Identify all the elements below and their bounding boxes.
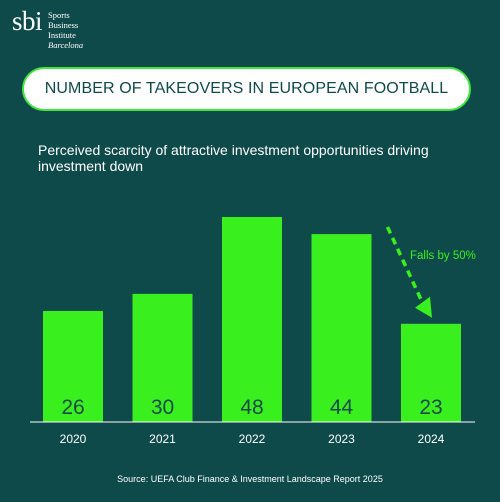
bar-2022	[222, 217, 282, 422]
value-label-2024: 23	[419, 396, 442, 419]
bar-2021	[132, 293, 193, 422]
value-label-2022: 48	[240, 396, 263, 419]
value-label-2023: 44	[330, 396, 354, 419]
category-label-2024: 2024	[418, 432, 445, 446]
logo-line-business: Business	[48, 20, 79, 30]
annotation-label: Falls by 50%	[410, 250, 476, 262]
logo-line-institute: Institute	[48, 30, 76, 40]
category-label-2023: 2023	[328, 432, 355, 446]
logo-mark: sbi	[12, 6, 43, 36]
value-label-2020: 26	[61, 396, 84, 419]
chart-subtitle: Perceived scarcity of attractive investm…	[38, 142, 429, 174]
chart-title: NUMBER OF TAKEOVERS IN EUROPEAN FOOTBALL	[44, 80, 449, 97]
value-label-2021: 30	[151, 396, 174, 419]
logo-text: Sports Business Institute Barcelona	[48, 10, 83, 50]
category-label-2021: 2021	[149, 432, 176, 446]
annotation-arrow-head	[415, 296, 432, 318]
bar-2020	[43, 310, 103, 422]
sbi-logo: sbi Sports Business Institute Barcelona	[12, 6, 83, 50]
chart-title-box: NUMBER OF TAKEOVERS IN EUROPEAN FOOTBALL	[22, 67, 471, 111]
annotation-arrow-shaft	[385, 226, 425, 305]
logo-line-sports: Sports	[48, 10, 70, 20]
category-label-2020: 2020	[60, 432, 87, 446]
category-label-2022: 2022	[239, 432, 266, 446]
bar-2023	[311, 234, 372, 422]
source-note: Source: UEFA Club Finance & Investment L…	[117, 474, 383, 484]
logo-line-barcelona: Barcelona	[48, 40, 84, 50]
bar-2024	[401, 323, 461, 422]
